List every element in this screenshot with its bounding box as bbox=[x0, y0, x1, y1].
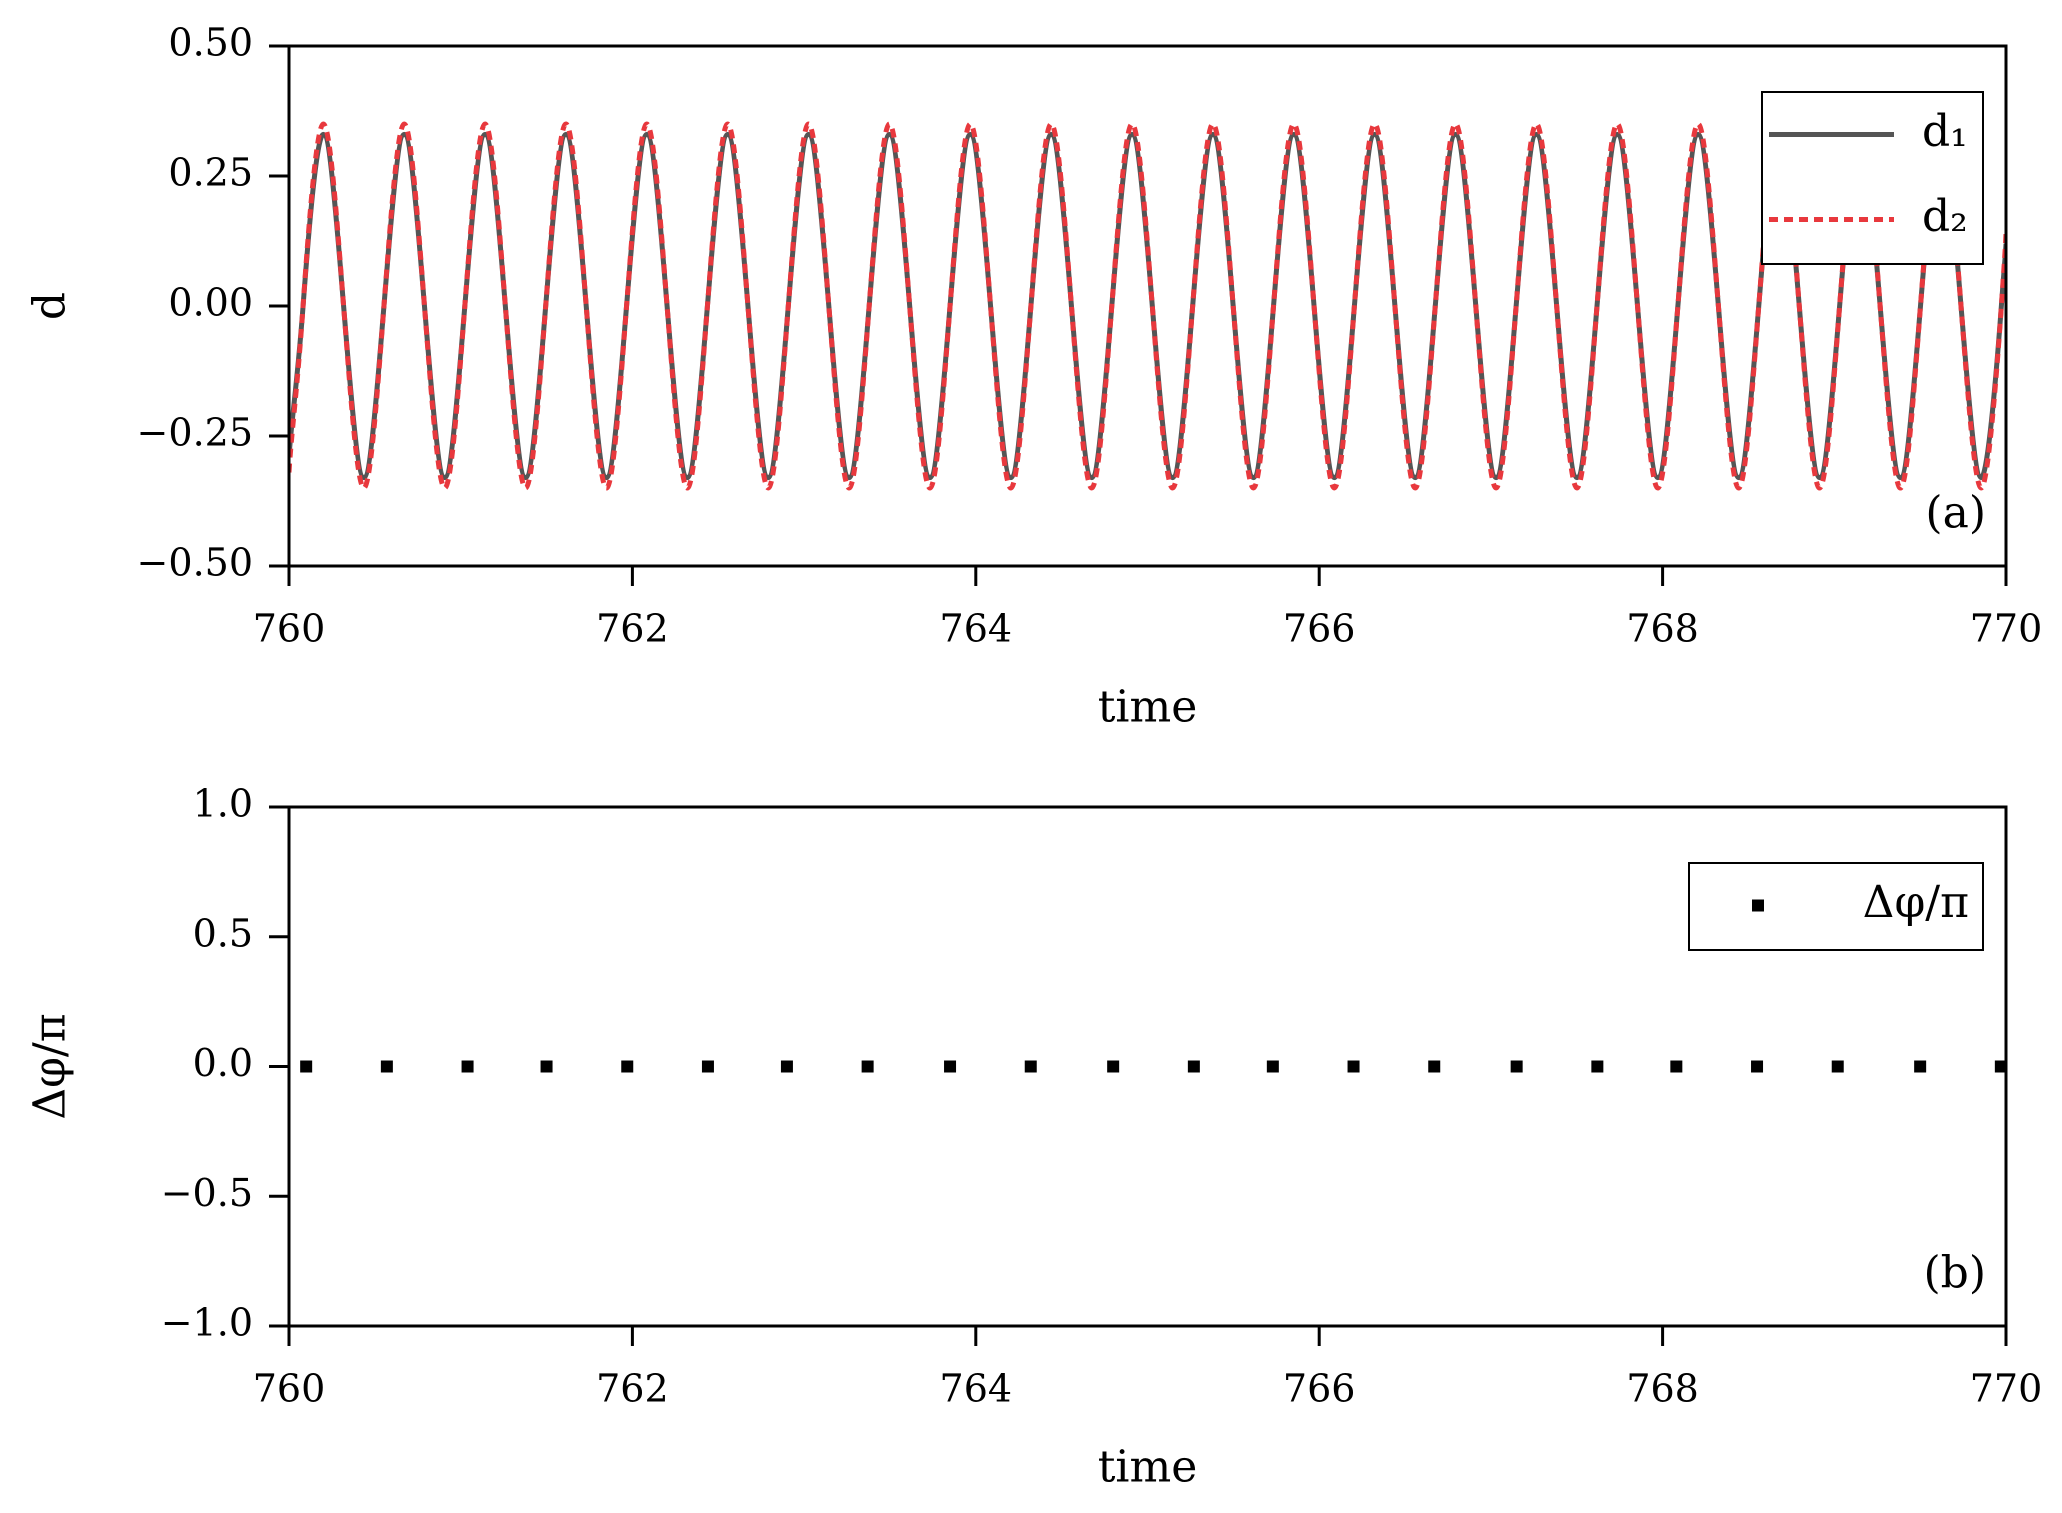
y-tick-label: 0.5 bbox=[193, 911, 253, 955]
y-axis-label: d bbox=[25, 292, 76, 320]
point bbox=[944, 1060, 957, 1073]
x-tick-label: 766 bbox=[1283, 1367, 1356, 1411]
point bbox=[1024, 1060, 1037, 1073]
point bbox=[1591, 1060, 1604, 1073]
x-tick-label: 760 bbox=[253, 607, 326, 651]
x-tick-label: 770 bbox=[1970, 1367, 2043, 1411]
plot-area bbox=[300, 1060, 2006, 1073]
plot-area bbox=[289, 121, 2006, 491]
legend-box bbox=[1761, 91, 1984, 265]
point bbox=[1187, 1060, 1200, 1073]
point bbox=[461, 1060, 474, 1073]
y-tick-label: 0.0 bbox=[193, 1041, 253, 1085]
point bbox=[861, 1060, 874, 1073]
x-tick-label: 768 bbox=[1626, 1367, 1699, 1411]
x-tick-label: 762 bbox=[596, 1367, 669, 1411]
x-axis-label: time bbox=[1098, 1442, 1198, 1493]
point bbox=[1670, 1060, 1683, 1073]
point bbox=[300, 1060, 313, 1073]
point bbox=[380, 1060, 393, 1073]
y-tick-label: −0.25 bbox=[137, 411, 253, 455]
point bbox=[780, 1060, 793, 1073]
x-tick-label: 762 bbox=[596, 607, 669, 651]
x-tick-label: 770 bbox=[1970, 607, 2043, 651]
y-tick-label: 1.0 bbox=[193, 782, 253, 826]
legend-label: d₂ bbox=[1922, 191, 1968, 242]
point bbox=[1914, 1060, 1927, 1073]
point bbox=[621, 1060, 634, 1073]
y-tick-label: −1.0 bbox=[161, 1301, 253, 1345]
point bbox=[1428, 1060, 1441, 1073]
legend-marker bbox=[1752, 899, 1764, 912]
axes-frame bbox=[287, 805, 2008, 1328]
y-axis-label: Δφ/π bbox=[25, 1013, 76, 1119]
panel: −1.0 −0.5 0.0 0.5 1.0 760 762 764 766 768 770 time Δ… bbox=[25, 782, 2043, 1493]
panel: −0.50 −0.25 0.00 0.25 0.50 760 762 764 766 768 770… bbox=[25, 21, 2043, 733]
legend-label: d₁ bbox=[1922, 106, 1968, 157]
point bbox=[1510, 1060, 1523, 1073]
annotation: (a) bbox=[1925, 488, 1986, 539]
legend-box bbox=[1688, 862, 1984, 951]
point bbox=[1347, 1060, 1360, 1073]
point bbox=[1831, 1060, 1844, 1073]
y-tick-label: 0.25 bbox=[168, 151, 253, 195]
series-line bbox=[289, 121, 2006, 491]
axes-frame bbox=[287, 44, 2008, 568]
x-axis-label: time bbox=[1098, 682, 1198, 733]
point bbox=[1994, 1060, 2006, 1073]
x-tick-label: 764 bbox=[940, 1367, 1013, 1411]
point bbox=[701, 1060, 714, 1073]
annotation: (b) bbox=[1924, 1248, 1987, 1299]
point bbox=[1266, 1060, 1279, 1073]
point bbox=[1751, 1060, 1764, 1073]
y-tick-label: −0.50 bbox=[137, 541, 253, 585]
y-tick-label: −0.5 bbox=[161, 1171, 253, 1215]
legend-label: Δφ/π bbox=[1863, 877, 1969, 928]
x-tick-label: 768 bbox=[1626, 607, 1699, 651]
point bbox=[1107, 1060, 1120, 1073]
point bbox=[540, 1060, 553, 1073]
x-tick-label: 760 bbox=[253, 1367, 326, 1411]
y-tick-label: 0.00 bbox=[168, 281, 253, 325]
x-tick-label: 766 bbox=[1283, 607, 1356, 651]
y-tick-label: 0.50 bbox=[168, 21, 253, 65]
x-tick-label: 764 bbox=[940, 607, 1013, 651]
